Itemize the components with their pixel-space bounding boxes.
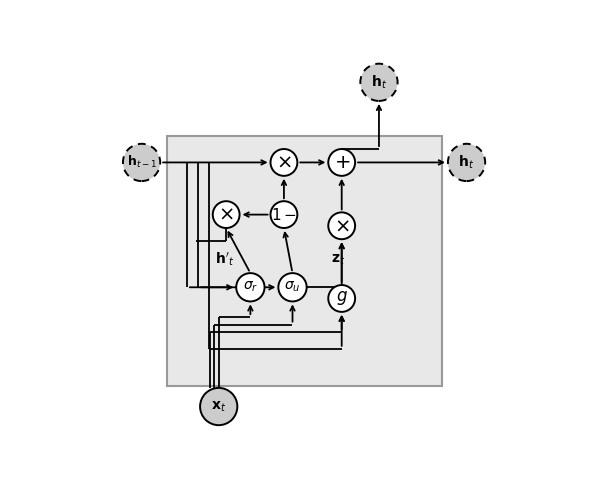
Text: $\times$: $\times$ [334,216,349,235]
Circle shape [236,273,264,302]
Text: $\mathbf{z}_t$: $\mathbf{z}_t$ [331,252,345,267]
Circle shape [328,285,355,312]
Circle shape [328,212,355,239]
Text: $\times$: $\times$ [276,153,292,172]
Text: $\sigma_r$: $\sigma_r$ [243,280,258,294]
Circle shape [270,201,298,228]
Circle shape [200,388,238,425]
Circle shape [328,149,355,176]
Text: $\times$: $\times$ [219,205,234,224]
Text: $g$: $g$ [336,289,347,307]
Circle shape [213,201,239,228]
Circle shape [361,64,397,101]
Bar [166,136,443,386]
Circle shape [448,144,485,181]
Circle shape [123,144,160,181]
Text: $\mathbf{h}_{t}$: $\mathbf{h}_{t}$ [371,74,387,91]
Text: $\mathbf{h}_{t}$: $\mathbf{h}_{t}$ [459,154,475,171]
Text: $1-$: $1-$ [271,207,297,223]
Text: $\mathbf{h}_{t-1}$: $\mathbf{h}_{t-1}$ [127,154,157,170]
Circle shape [270,149,298,176]
Text: $\mathbf{x}_t$: $\mathbf{x}_t$ [211,399,226,414]
Text: $\mathbf{h}'_t$: $\mathbf{h}'_t$ [214,251,234,268]
Text: $+$: $+$ [333,153,350,172]
Circle shape [279,273,307,302]
Text: $\sigma_u$: $\sigma_u$ [284,280,301,294]
